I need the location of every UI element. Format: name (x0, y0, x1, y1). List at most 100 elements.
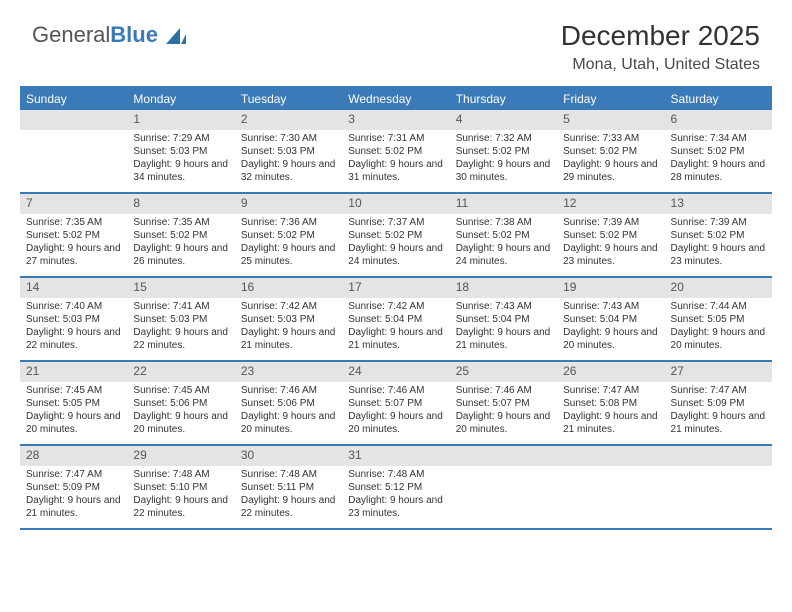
day-cell: 25Sunrise: 7:46 AMSunset: 5:07 PMDayligh… (450, 362, 557, 444)
day-body: Sunrise: 7:43 AMSunset: 5:04 PMDaylight:… (450, 298, 557, 358)
day-line: Sunrise: 7:31 AM (348, 132, 443, 145)
day-line: Sunrise: 7:48 AM (133, 468, 228, 481)
day-line: Sunrise: 7:43 AM (563, 300, 658, 313)
day-line: Sunrise: 7:37 AM (348, 216, 443, 229)
day-cell: 30Sunrise: 7:48 AMSunset: 5:11 PMDayligh… (235, 446, 342, 528)
day-line: Sunrise: 7:41 AM (133, 300, 228, 313)
day-line: Sunset: 5:02 PM (348, 229, 443, 242)
day-body: Sunrise: 7:37 AMSunset: 5:02 PMDaylight:… (342, 214, 449, 274)
day-body: Sunrise: 7:43 AMSunset: 5:04 PMDaylight:… (557, 298, 664, 358)
day-cell: 22Sunrise: 7:45 AMSunset: 5:06 PMDayligh… (127, 362, 234, 444)
weekday-header: Thursday (450, 88, 557, 110)
day-line: Sunrise: 7:33 AM (563, 132, 658, 145)
day-body (20, 130, 127, 138)
week-row: 14Sunrise: 7:40 AMSunset: 5:03 PMDayligh… (20, 278, 772, 362)
day-line: Sunset: 5:02 PM (456, 229, 551, 242)
day-line: Sunset: 5:02 PM (133, 229, 228, 242)
day-line: Daylight: 9 hours and 34 minutes. (133, 158, 228, 184)
day-line: Sunrise: 7:42 AM (241, 300, 336, 313)
day-line: Daylight: 9 hours and 22 minutes. (133, 494, 228, 520)
day-line: Sunset: 5:06 PM (133, 397, 228, 410)
day-number: 24 (342, 362, 449, 382)
day-number: 11 (450, 194, 557, 214)
day-line: Sunset: 5:09 PM (671, 397, 766, 410)
weekday-header-row: SundayMondayTuesdayWednesdayThursdayFrid… (20, 88, 772, 110)
day-cell: 7 Sunrise: 7:35 AMSunset: 5:02 PMDaylight… (20, 194, 127, 276)
day-line: Sunrise: 7:35 AM (26, 216, 121, 229)
day-line: Daylight: 9 hours and 23 minutes. (563, 242, 658, 268)
day-line: Sunrise: 7:38 AM (456, 216, 551, 229)
day-body: Sunrise: 7:48 AMSunset: 5:10 PMDaylight:… (127, 466, 234, 526)
day-line: Sunrise: 7:43 AM (456, 300, 551, 313)
day-cell: 5Sunrise: 7:33 AMSunset: 5:02 PMDaylight… (557, 110, 664, 192)
day-line: Sunset: 5:02 PM (241, 229, 336, 242)
day-body (665, 466, 772, 474)
day-line: Sunset: 5:02 PM (671, 229, 766, 242)
day-cell: 23Sunrise: 7:46 AMSunset: 5:06 PMDayligh… (235, 362, 342, 444)
day-line: Sunset: 5:02 PM (26, 229, 121, 242)
day-body: Sunrise: 7:34 AMSunset: 5:02 PMDaylight:… (665, 130, 772, 190)
day-line: Daylight: 9 hours and 20 minutes. (348, 410, 443, 436)
day-body: Sunrise: 7:29 AMSunset: 5:03 PMDaylight:… (127, 130, 234, 190)
day-line: Daylight: 9 hours and 22 minutes. (241, 494, 336, 520)
day-line: Sunset: 5:06 PM (241, 397, 336, 410)
week-row: 21Sunrise: 7:45 AMSunset: 5:05 PMDayligh… (20, 362, 772, 446)
logo: GeneralBlue (32, 22, 186, 48)
day-number: 5 (557, 110, 664, 130)
day-number: 27 (665, 362, 772, 382)
day-cell: 17Sunrise: 7:42 AMSunset: 5:04 PMDayligh… (342, 278, 449, 360)
logo-part1: General (32, 22, 110, 47)
day-line: Sunset: 5:03 PM (241, 145, 336, 158)
day-line: Daylight: 9 hours and 30 minutes. (456, 158, 551, 184)
day-body: Sunrise: 7:47 AMSunset: 5:09 PMDaylight:… (665, 382, 772, 442)
day-body: Sunrise: 7:39 AMSunset: 5:02 PMDaylight:… (665, 214, 772, 274)
day-number: 19 (557, 278, 664, 298)
day-number: 2 (235, 110, 342, 130)
week-row: 7Sunrise: 7:35 AMSunset: 5:02 PMDaylight… (20, 194, 772, 278)
day-line: Sunrise: 7:48 AM (241, 468, 336, 481)
day-line: Sunset: 5:05 PM (26, 397, 121, 410)
day-line: Daylight: 9 hours and 21 minutes. (456, 326, 551, 352)
weekday-header: Tuesday (235, 88, 342, 110)
day-line: Sunrise: 7:46 AM (456, 384, 551, 397)
day-cell: 9Sunrise: 7:36 AMSunset: 5:02 PMDaylight… (235, 194, 342, 276)
day-line: Daylight: 9 hours and 20 minutes. (241, 410, 336, 436)
day-line: Sunset: 5:04 PM (348, 313, 443, 326)
logo-sail-icon (166, 28, 186, 44)
day-number: 29 (127, 446, 234, 466)
day-line: Daylight: 9 hours and 24 minutes. (348, 242, 443, 268)
day-number: 26 (557, 362, 664, 382)
day-body: Sunrise: 7:42 AMSunset: 5:03 PMDaylight:… (235, 298, 342, 358)
day-line: Sunset: 5:10 PM (133, 481, 228, 494)
day-number (557, 446, 664, 466)
day-number: 18 (450, 278, 557, 298)
day-cell: 3Sunrise: 7:31 AMSunset: 5:02 PMDaylight… (342, 110, 449, 192)
day-cell: 18Sunrise: 7:43 AMSunset: 5:04 PMDayligh… (450, 278, 557, 360)
day-cell: 4Sunrise: 7:32 AMSunset: 5:02 PMDaylight… (450, 110, 557, 192)
day-line: Sunrise: 7:42 AM (348, 300, 443, 313)
day-line: Daylight: 9 hours and 27 minutes. (26, 242, 121, 268)
day-cell: 14Sunrise: 7:40 AMSunset: 5:03 PMDayligh… (20, 278, 127, 360)
day-line: Sunrise: 7:36 AM (241, 216, 336, 229)
day-number: 7 (20, 194, 127, 214)
day-line: Sunset: 5:03 PM (133, 313, 228, 326)
day-cell (557, 446, 664, 528)
day-cell: 27Sunrise: 7:47 AMSunset: 5:09 PMDayligh… (665, 362, 772, 444)
weeks-container: 1Sunrise: 7:29 AMSunset: 5:03 PMDaylight… (20, 110, 772, 530)
title-block: December 2025 Mona, Utah, United States (561, 20, 760, 74)
day-line: Sunrise: 7:34 AM (671, 132, 766, 145)
day-cell (450, 446, 557, 528)
day-line: Daylight: 9 hours and 20 minutes. (26, 410, 121, 436)
day-number (20, 110, 127, 130)
day-number: 28 (20, 446, 127, 466)
day-number (450, 446, 557, 466)
day-line: Daylight: 9 hours and 22 minutes. (26, 326, 121, 352)
day-cell: 6Sunrise: 7:34 AMSunset: 5:02 PMDaylight… (665, 110, 772, 192)
day-line: Sunset: 5:03 PM (241, 313, 336, 326)
day-line: Sunset: 5:04 PM (456, 313, 551, 326)
day-body: Sunrise: 7:35 AMSunset: 5:02 PMDaylight:… (127, 214, 234, 274)
day-cell: 15Sunrise: 7:41 AMSunset: 5:03 PMDayligh… (127, 278, 234, 360)
day-line: Daylight: 9 hours and 25 minutes. (241, 242, 336, 268)
day-line: Sunset: 5:11 PM (241, 481, 336, 494)
location: Mona, Utah, United States (561, 56, 760, 74)
